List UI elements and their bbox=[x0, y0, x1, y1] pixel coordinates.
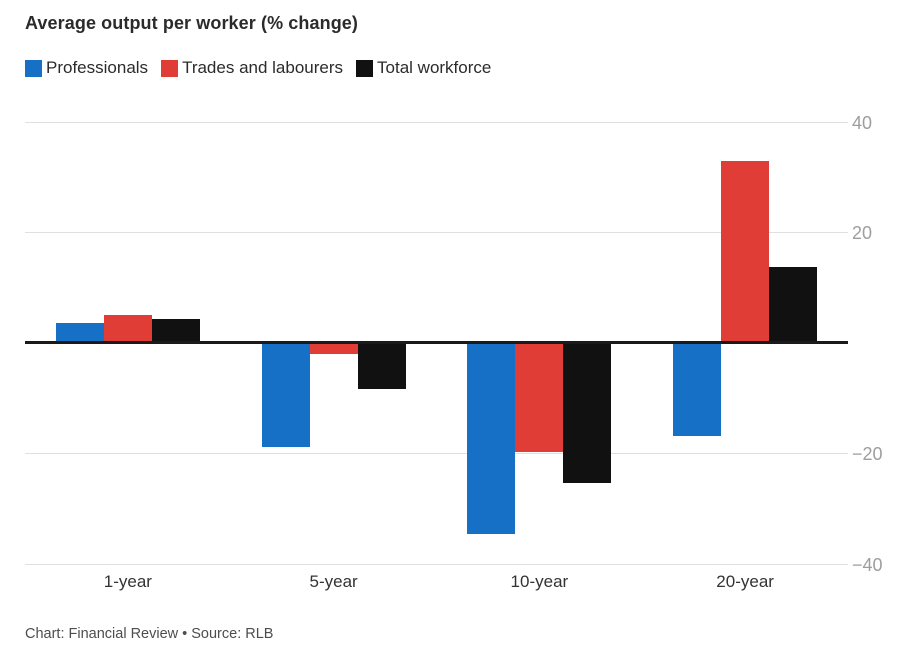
legend-swatch-professionals-icon bbox=[25, 59, 42, 77]
bar-5-year-trades-and-labourers bbox=[309, 342, 358, 355]
gridline-y--20 bbox=[25, 453, 848, 454]
bar-20-year-professionals bbox=[673, 342, 722, 437]
x-axis-label-20-year: 20-year bbox=[716, 572, 774, 591]
bar-10-year-total-workforce bbox=[563, 342, 612, 483]
bar-1-year-total-workforce bbox=[151, 318, 200, 343]
x-axis-label-10-year: 10-year bbox=[510, 572, 569, 591]
bar-1-year-professionals bbox=[55, 323, 104, 343]
legend-item-trades: Trades and labourers bbox=[161, 58, 343, 78]
chart-footer: Chart: Financial Review • Source: RLB bbox=[25, 626, 274, 642]
legend-label-professionals: Professionals bbox=[46, 58, 149, 77]
gridline-y-20 bbox=[25, 232, 848, 233]
y-axis-tick-label: 40 bbox=[852, 112, 873, 133]
bar-1-year-trades-and-labourers bbox=[103, 314, 152, 343]
chart-title: Average output per worker (% change) bbox=[25, 13, 358, 33]
gridline-y-40 bbox=[25, 121, 848, 123]
legend-swatch-trades-icon bbox=[161, 59, 179, 77]
x-axis-label-5-year: 5-year bbox=[309, 572, 358, 591]
legend-label-total: Total workforce bbox=[377, 58, 492, 77]
zero-baseline bbox=[25, 341, 848, 344]
bar-10-year-professionals bbox=[467, 342, 516, 535]
bar-5-year-professionals bbox=[261, 342, 310, 447]
bar-20-year-total-workforce bbox=[769, 266, 818, 343]
bar-20-year-trades-and-labourers bbox=[721, 161, 770, 343]
x-axis-label-1-year: 1-year bbox=[103, 572, 152, 591]
legend-item-professionals: Professionals bbox=[25, 58, 148, 78]
bar-5-year-total-workforce bbox=[357, 342, 406, 390]
y-axis-tick-label: 20 bbox=[852, 223, 873, 243]
legend-swatch-total-icon bbox=[356, 59, 374, 77]
legend-item-total: Total workforce bbox=[356, 58, 491, 78]
y-axis-tick-label: −40 bbox=[852, 554, 883, 575]
bar-10-year-trades-and-labourers bbox=[515, 342, 564, 453]
y-axis-tick-label: −20 bbox=[852, 444, 883, 464]
legend: Professionals Trades and labourers Total… bbox=[25, 58, 504, 78]
gridline-y--40 bbox=[25, 563, 848, 565]
legend-label-trades: Trades and labourers bbox=[182, 58, 344, 77]
